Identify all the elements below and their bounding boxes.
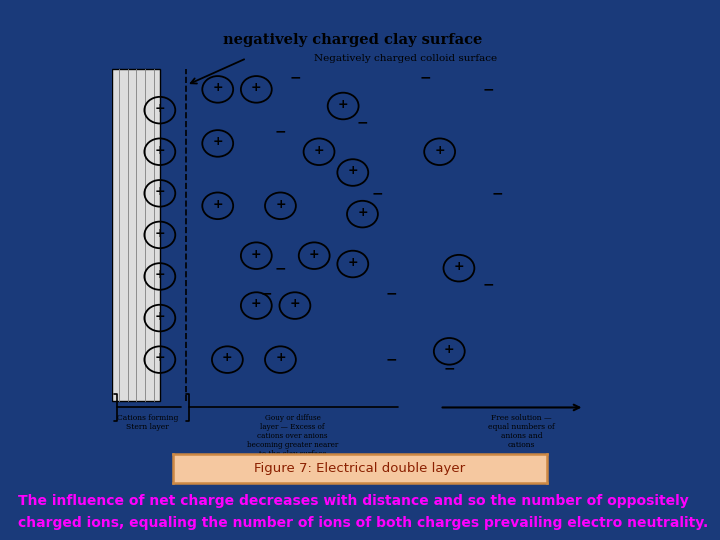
Text: +: + (348, 256, 358, 269)
Text: −: − (444, 361, 455, 375)
Text: +: + (444, 343, 454, 356)
Text: +: + (212, 135, 223, 148)
Text: −: − (482, 83, 494, 96)
Text: +: + (357, 206, 368, 219)
Text: negatively charged clay surface: negatively charged clay surface (223, 33, 482, 47)
Text: +: + (309, 247, 320, 260)
Text: −: − (356, 116, 368, 130)
Text: Negatively charged colloid surface: Negatively charged colloid surface (314, 54, 498, 63)
Text: −: − (419, 70, 431, 84)
Text: The influence of net charge decreases with distance and so the number of opposit: The influence of net charge decreases wi… (18, 494, 689, 508)
Text: charged ions, equaling the number of ions of both charges prevailing electro neu: charged ions, equaling the number of ion… (18, 516, 708, 530)
Text: −: − (482, 278, 494, 292)
Text: +: + (289, 298, 300, 310)
Text: −: − (274, 261, 287, 275)
Text: +: + (155, 268, 165, 281)
Text: +: + (212, 198, 223, 211)
Text: +: + (251, 247, 261, 260)
Bar (112, 69, 160, 401)
Text: +: + (155, 227, 165, 240)
Text: Free solution —
equal numbers of
anions and
cations: Free solution — equal numbers of anions … (488, 414, 555, 449)
Text: −: − (492, 186, 503, 200)
Text: +: + (155, 185, 165, 198)
Text: −: − (289, 70, 301, 84)
Text: −: − (386, 286, 397, 300)
Text: −: − (260, 286, 271, 300)
Text: +: + (434, 144, 445, 157)
Text: +: + (155, 102, 165, 115)
Text: Figure 7: Electrical double layer: Figure 7: Electrical double layer (254, 462, 466, 475)
Text: +: + (251, 81, 261, 94)
Text: +: + (251, 298, 261, 310)
Text: +: + (222, 352, 233, 365)
Text: Cations forming
Stern layer: Cations forming Stern layer (117, 414, 179, 431)
Text: +: + (275, 352, 286, 365)
Text: +: + (348, 164, 358, 177)
Text: −: − (386, 353, 397, 367)
Text: +: + (212, 81, 223, 94)
Text: +: + (314, 144, 324, 157)
Text: +: + (155, 352, 165, 365)
Text: −: − (371, 186, 383, 200)
Text: Gouy or diffuse
layer — Excess of
cations over anions
becoming greater nearer
to: Gouy or diffuse layer — Excess of cation… (247, 414, 338, 458)
Text: −: − (274, 124, 287, 138)
Text: +: + (275, 198, 286, 211)
Text: +: + (155, 144, 165, 157)
Text: +: + (454, 260, 464, 273)
Text: +: + (155, 310, 165, 323)
Text: +: + (338, 98, 348, 111)
